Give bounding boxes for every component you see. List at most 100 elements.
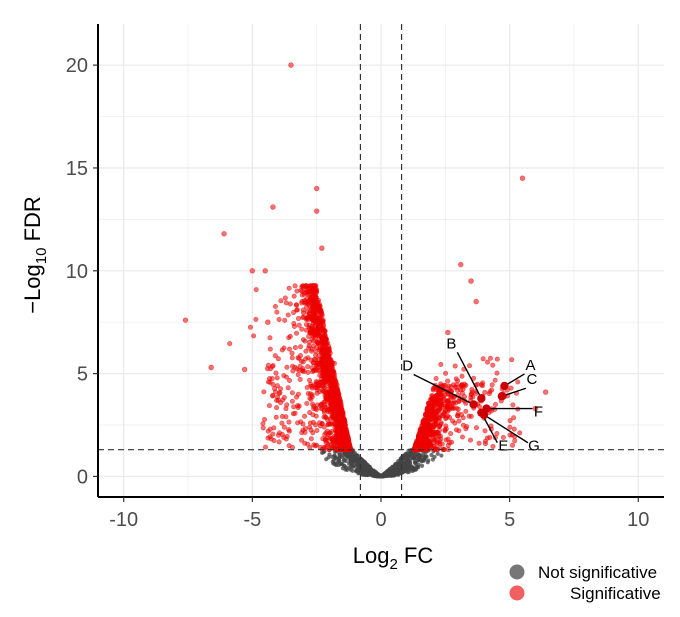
point-significative (430, 432, 436, 438)
point-significative (425, 408, 431, 414)
point-significative (312, 422, 318, 428)
significative-points (182, 62, 549, 453)
point-significative (468, 413, 474, 419)
point-significative (438, 398, 444, 404)
point-not-significative (439, 453, 444, 458)
gene-point-g (479, 410, 489, 419)
point-not-significative (407, 467, 412, 472)
point-significative (323, 430, 329, 436)
point-significative (464, 424, 470, 430)
gene-point-b (477, 394, 486, 403)
point-significative (425, 400, 431, 406)
point-not-significative (387, 467, 393, 472)
point-significative (329, 365, 335, 371)
point-not-significative (366, 470, 371, 475)
point-significative (509, 357, 515, 363)
point-significative (335, 395, 341, 401)
point-significative (453, 400, 459, 406)
point-significative (330, 384, 336, 390)
point-significative (279, 413, 285, 419)
point-significative (289, 350, 295, 356)
point-not-significative (429, 452, 434, 458)
point-significative (494, 370, 500, 376)
point-significative (306, 301, 312, 307)
point-not-significative (355, 466, 360, 471)
point-significative (329, 401, 335, 407)
point-significative (284, 402, 290, 408)
point-significative (289, 390, 295, 396)
point-significative (492, 402, 498, 408)
point-significative (341, 429, 347, 435)
point-significative (267, 426, 273, 432)
point-significative (299, 358, 305, 364)
point-significative (319, 405, 325, 411)
point-significative (325, 421, 331, 427)
gene-label-e: E (498, 438, 508, 455)
point-significative (296, 367, 302, 373)
point-significative (453, 376, 459, 382)
point-not-significative (348, 458, 354, 463)
point-not-significative (346, 461, 352, 466)
point-significative (291, 321, 297, 327)
legend-label-not-significative: Not significative (538, 563, 657, 582)
point-significative (326, 378, 332, 384)
point-not-significative (404, 459, 410, 465)
point-significative (317, 367, 323, 373)
point-not-significative (369, 468, 374, 473)
point-significative (279, 347, 285, 353)
point-significative (283, 374, 289, 380)
point-not-significative (418, 453, 423, 458)
point-significative (342, 423, 348, 429)
point-significative (241, 366, 248, 373)
point-significative (325, 369, 331, 375)
point-not-significative (416, 457, 421, 463)
point-not-significative (424, 454, 429, 459)
y-tick-label: 0 (77, 466, 88, 488)
point-significative (339, 436, 345, 442)
grid (98, 24, 664, 497)
point-significative (438, 436, 444, 442)
x-tick-label: -10 (109, 509, 138, 531)
point-significative (322, 437, 328, 443)
point-significative (480, 356, 486, 362)
point-significative (281, 395, 287, 401)
point-significative (296, 322, 302, 328)
point-significative (332, 409, 338, 415)
point-not-significative (355, 453, 360, 458)
point-significative (438, 361, 444, 367)
point-not-significative (386, 471, 391, 476)
point-significative (308, 316, 314, 322)
point-significative (460, 415, 466, 421)
point-significative (266, 403, 272, 409)
point-significative (283, 300, 289, 306)
point-significative (338, 425, 344, 431)
point-significative (272, 303, 278, 309)
point-significative (282, 295, 288, 301)
point-not-significative (416, 462, 421, 467)
point-significative (300, 337, 306, 343)
point-significative (292, 345, 298, 351)
point-significative (310, 412, 316, 418)
point-significative (261, 389, 267, 395)
point-significative (295, 372, 301, 378)
point-significative (313, 208, 320, 214)
point-significative (340, 416, 346, 422)
point-significative (265, 319, 271, 325)
point-significative (270, 381, 276, 387)
point-not-significative (352, 451, 357, 457)
point-significative (265, 435, 271, 441)
point-significative (511, 426, 517, 432)
point-not-significative (420, 458, 426, 463)
point-significative (430, 387, 436, 393)
point-significative (305, 391, 311, 397)
point-not-significative (426, 458, 431, 463)
point-not-significative (364, 462, 369, 468)
point-significative (285, 385, 291, 391)
point-significative (263, 444, 269, 450)
point-significative (319, 350, 325, 356)
point-significative (270, 431, 276, 437)
point-significative (286, 346, 292, 352)
point-not-significative (395, 462, 400, 467)
point-significative (426, 417, 432, 423)
point-significative (485, 359, 491, 365)
